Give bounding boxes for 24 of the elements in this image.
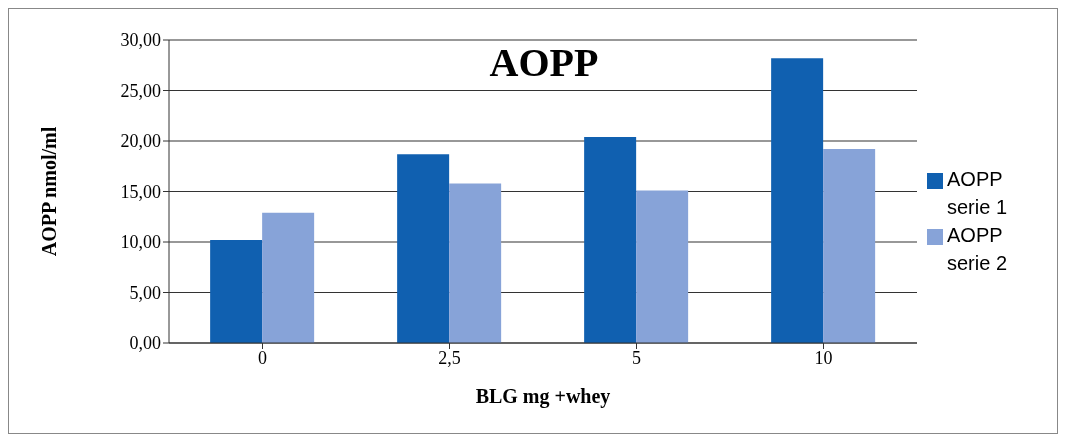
- x-tick-label: 2,5: [438, 347, 461, 368]
- x-tick-label: 5: [632, 347, 641, 368]
- y-tick-label: 25,00: [120, 80, 161, 101]
- bar: [771, 58, 824, 343]
- x-tick-label: 0: [258, 347, 267, 368]
- x-axis-title: BLG mg +whey: [475, 385, 611, 408]
- y-tick-label: 30,00: [120, 30, 161, 51]
- legend-label: AOPP serie 2: [947, 223, 1009, 276]
- bar: [823, 149, 876, 343]
- y-tick-label: 20,00: [120, 131, 161, 152]
- y-tick-label: 5,00: [129, 282, 161, 303]
- y-tick-label: 10,00: [120, 232, 161, 253]
- chart-title: AOPP: [489, 40, 599, 85]
- bar: [262, 212, 315, 343]
- bar: [210, 239, 263, 343]
- bar: [397, 154, 450, 343]
- legend-label: AOPP serie 1: [947, 167, 1009, 220]
- y-axis-title: AOPP nmol/ml: [38, 126, 61, 257]
- x-tick-label: 10: [814, 347, 833, 368]
- bar: [449, 183, 502, 343]
- y-tick-label: 15,00: [120, 181, 161, 202]
- bar: [636, 190, 689, 343]
- y-tick-label: 0,00: [129, 333, 161, 354]
- bar: [584, 136, 637, 343]
